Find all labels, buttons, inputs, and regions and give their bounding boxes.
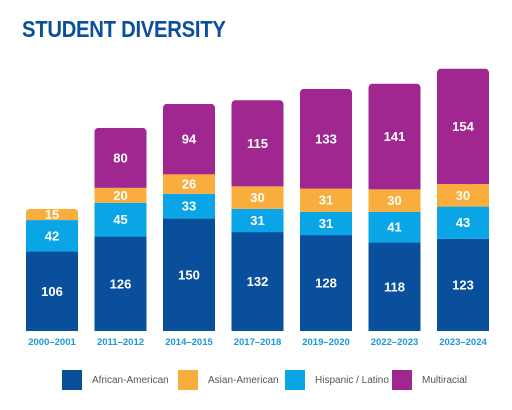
- data-label-african-american-2023-2024: 123: [452, 277, 474, 292]
- legend-swatch-hispanic-latino: [285, 370, 305, 390]
- bar-hispanic-latino-2000-2001: [26, 220, 78, 252]
- bar-african-american-2000-2001: [26, 251, 78, 331]
- category-label-2011-2012: 2011–2012: [97, 337, 144, 348]
- data-label-asian-american-2019-2020: 31: [319, 193, 333, 208]
- data-label-multiracial-2011-2012: 80: [113, 150, 127, 165]
- data-label-hispanic-latino-2014-2015: 33: [182, 199, 196, 214]
- data-label-asian-american-2023-2024: 30: [456, 188, 470, 203]
- data-label-african-american-2019-2020: 128: [315, 276, 337, 291]
- data-label-asian-american-2011-2012: 20: [113, 188, 127, 203]
- bar-multiracial-2014-2015: [163, 103, 215, 175]
- bar-african-american-2022-2023: [368, 242, 421, 331]
- bar-multiracial-2019-2020: [300, 88, 352, 189]
- legend-item-hispanic-latino: Hispanic / Latino: [285, 368, 389, 392]
- data-label-african-american-2017-2018: 132: [247, 274, 269, 289]
- bar-stack-2000-2001: [26, 208, 78, 331]
- category-label-2022-2023: 2022–2023: [371, 337, 419, 348]
- bar-asian-american-2019-2020: [300, 188, 352, 212]
- bar-african-american-2019-2020: [300, 235, 352, 331]
- bar-stack-2014-2015: [163, 103, 215, 331]
- data-label-hispanic-latino-2011-2012: 45: [113, 212, 127, 227]
- data-label-multiracial-2023-2024: 154: [452, 119, 474, 134]
- bar-african-american-2014-2015: [163, 218, 215, 331]
- bar-asian-american-2017-2018: [231, 186, 284, 209]
- bar-stack-2011-2012: [94, 127, 147, 331]
- data-label-hispanic-latino-2017-2018: 31: [250, 213, 264, 228]
- legend-item-asian-american: Asian-American: [178, 368, 279, 392]
- bar-hispanic-latino-2019-2020: [300, 211, 352, 236]
- bar-stack-2023-2024: [437, 68, 489, 331]
- bar-multiracial-2023-2024: [437, 68, 489, 185]
- category-label-2014-2015: 2014–2015: [165, 337, 213, 348]
- legend-item-african-american: African-American: [62, 368, 169, 392]
- bar-stack-2022-2023: [368, 83, 421, 331]
- category-label-2000-2001: 2000–2001: [28, 337, 76, 348]
- bar-multiracial-2017-2018: [231, 100, 284, 187]
- bar-hispanic-latino-2014-2015: [163, 193, 215, 219]
- data-label-african-american-2022-2023: 118: [384, 279, 405, 294]
- legend-label-asian-american: Asian-American: [208, 374, 279, 386]
- category-label-2017-2018: 2017–2018: [234, 337, 282, 348]
- data-label-hispanic-latino-2019-2020: 31: [319, 216, 333, 231]
- bar-african-american-2017-2018: [231, 232, 284, 331]
- data-label-african-american-2000-2001: 106: [41, 284, 63, 299]
- data-label-multiracial-2022-2023: 141: [384, 129, 406, 144]
- legend-label-african-american: African-American: [92, 374, 169, 386]
- data-label-asian-american-2017-2018: 30: [250, 190, 264, 205]
- bar-stack-2019-2020: [300, 88, 352, 331]
- bar-asian-american-2022-2023: [368, 189, 421, 212]
- data-label-asian-american-2000-2001: 15: [45, 207, 59, 222]
- bar-multiracial-2011-2012: [94, 127, 147, 188]
- data-label-multiracial-2019-2020: 133: [315, 131, 337, 146]
- bar-asian-american-2014-2015: [163, 174, 215, 194]
- legend-swatch-african-american: [62, 370, 82, 390]
- bar-multiracial-2022-2023: [368, 83, 421, 190]
- data-label-african-american-2011-2012: 126: [110, 276, 132, 291]
- data-label-asian-american-2014-2015: 26: [182, 177, 196, 192]
- chart-legend: African-American Asian-American Hispanic /…: [0, 368, 512, 398]
- bar-asian-american-2000-2001: [26, 208, 78, 221]
- bar-asian-american-2023-2024: [437, 184, 489, 207]
- chart-title: STUDENT DIVERSITY: [22, 16, 226, 42]
- data-label-hispanic-latino-2000-2001: 42: [45, 228, 59, 243]
- bar-african-american-2011-2012: [94, 236, 147, 331]
- data-label-multiracial-2017-2018: 115: [247, 136, 268, 151]
- legend-item-multiracial: Multiracial: [392, 368, 467, 392]
- bar-hispanic-latino-2023-2024: [437, 206, 489, 239]
- bar-hispanic-latino-2011-2012: [94, 202, 147, 237]
- bar-hispanic-latino-2022-2023: [368, 211, 421, 243]
- category-label-2023-2024: 2023–2024: [439, 337, 487, 348]
- bar-stack-2017-2018: [231, 100, 284, 331]
- data-label-hispanic-latino-2022-2023: 41: [387, 220, 401, 235]
- legend-swatch-asian-american: [178, 370, 198, 390]
- data-label-african-american-2014-2015: 150: [178, 267, 200, 282]
- bar-asian-american-2011-2012: [94, 187, 147, 203]
- legend-swatch-multiracial: [392, 370, 412, 390]
- legend-label-hispanic-latino: Hispanic / Latino: [315, 374, 389, 386]
- data-label-multiracial-2014-2015: 94: [182, 132, 197, 147]
- bar-african-american-2023-2024: [437, 238, 489, 331]
- bar-hispanic-latino-2017-2018: [231, 208, 284, 233]
- data-label-hispanic-latino-2023-2024: 43: [456, 215, 470, 230]
- data-label-asian-american-2022-2023: 30: [387, 193, 401, 208]
- legend-label-multiracial: Multiracial: [422, 374, 468, 386]
- category-label-2019-2020: 2019–2020: [302, 337, 350, 348]
